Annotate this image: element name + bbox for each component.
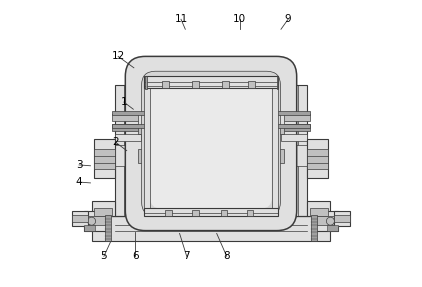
- Bar: [94, 139, 115, 178]
- Bar: [113, 124, 143, 131]
- Bar: [311, 215, 317, 241]
- Bar: [334, 215, 350, 222]
- Text: 10: 10: [233, 14, 246, 24]
- Bar: [72, 215, 88, 222]
- FancyBboxPatch shape: [150, 78, 272, 209]
- Bar: [158, 206, 167, 216]
- FancyBboxPatch shape: [125, 56, 297, 231]
- Bar: [217, 206, 226, 216]
- Bar: [222, 81, 229, 88]
- Text: 2: 2: [112, 137, 119, 147]
- Bar: [192, 210, 199, 216]
- Bar: [115, 133, 141, 141]
- Bar: [113, 111, 145, 115]
- Bar: [84, 211, 110, 231]
- Text: 11: 11: [174, 14, 188, 24]
- Bar: [281, 133, 307, 141]
- Bar: [248, 81, 255, 88]
- Text: 12: 12: [111, 51, 125, 61]
- Bar: [307, 149, 328, 169]
- Text: 8: 8: [223, 251, 230, 261]
- Bar: [327, 225, 338, 231]
- Bar: [277, 114, 284, 125]
- Bar: [145, 76, 147, 89]
- Text: 6: 6: [132, 251, 138, 261]
- Bar: [115, 85, 145, 216]
- Bar: [138, 149, 144, 164]
- Bar: [165, 210, 172, 216]
- Bar: [92, 201, 115, 216]
- Bar: [247, 210, 253, 216]
- Bar: [277, 111, 309, 115]
- Bar: [187, 206, 196, 216]
- Bar: [277, 76, 278, 89]
- Bar: [307, 201, 330, 216]
- FancyBboxPatch shape: [142, 71, 280, 216]
- Bar: [82, 216, 111, 225]
- Bar: [115, 145, 144, 166]
- Circle shape: [88, 217, 96, 225]
- Bar: [334, 211, 349, 226]
- Bar: [279, 114, 309, 121]
- Bar: [277, 127, 284, 133]
- Bar: [113, 124, 145, 128]
- Bar: [144, 76, 150, 211]
- Bar: [138, 114, 145, 125]
- Bar: [279, 124, 309, 131]
- Bar: [311, 216, 340, 225]
- Bar: [307, 139, 328, 178]
- Bar: [309, 208, 328, 216]
- Bar: [138, 127, 145, 133]
- Bar: [84, 225, 95, 231]
- Text: 9: 9: [285, 14, 292, 24]
- Circle shape: [326, 217, 334, 225]
- Bar: [192, 81, 199, 88]
- Bar: [278, 149, 284, 164]
- Bar: [162, 81, 169, 88]
- Bar: [73, 211, 88, 226]
- Text: 5: 5: [100, 251, 107, 261]
- Bar: [113, 114, 143, 121]
- Bar: [144, 76, 278, 88]
- Bar: [312, 211, 338, 231]
- Text: 3: 3: [76, 160, 82, 170]
- Bar: [221, 210, 227, 216]
- Text: 4: 4: [76, 177, 82, 187]
- Bar: [242, 206, 252, 216]
- Bar: [105, 215, 111, 241]
- Bar: [277, 85, 307, 216]
- Bar: [277, 124, 309, 128]
- Bar: [94, 208, 113, 216]
- Bar: [92, 216, 330, 241]
- Text: 7: 7: [184, 251, 190, 261]
- Bar: [278, 145, 307, 166]
- Bar: [144, 208, 278, 216]
- Text: 1: 1: [121, 97, 127, 107]
- Bar: [94, 149, 115, 169]
- Bar: [272, 76, 278, 211]
